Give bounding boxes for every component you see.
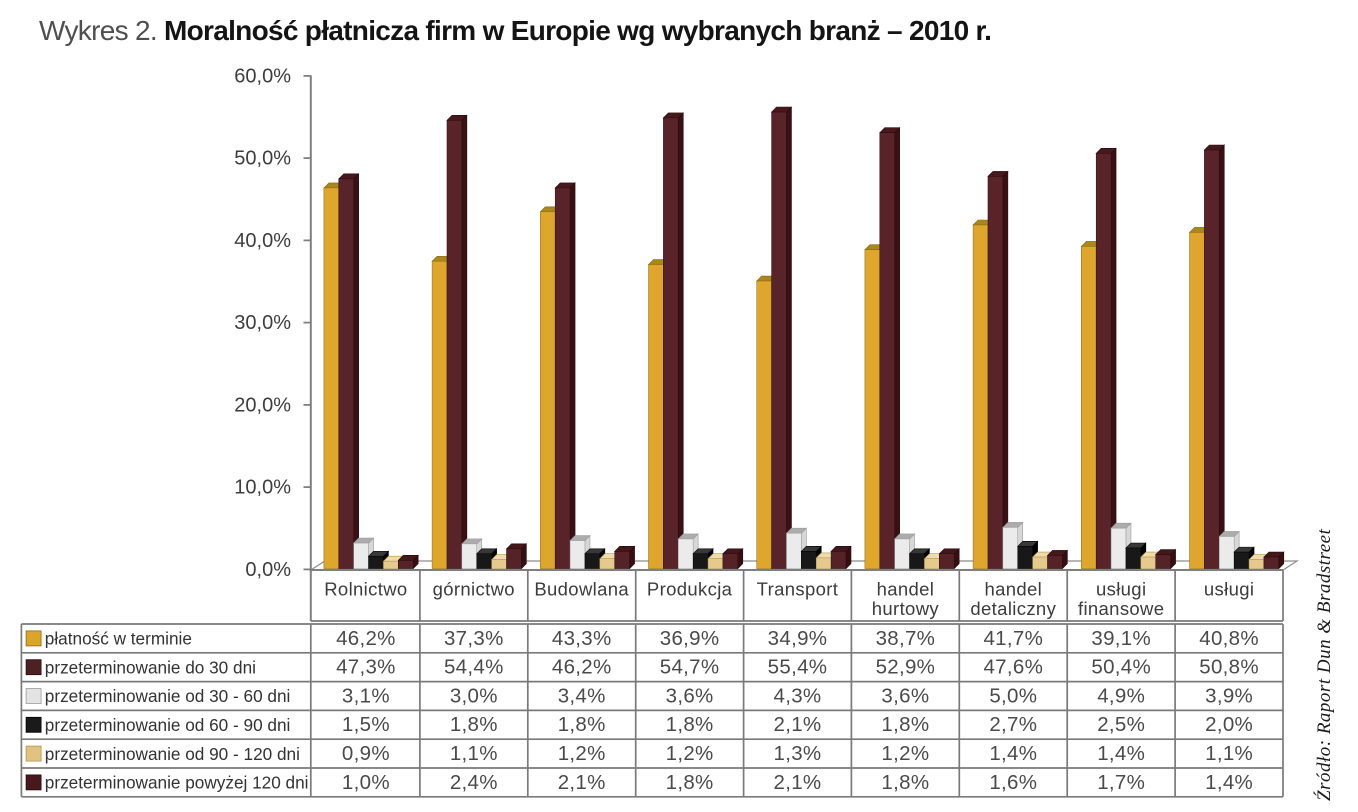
svg-text:1,8%: 1,8% bbox=[881, 713, 929, 736]
svg-text:3,4%: 3,4% bbox=[558, 684, 606, 707]
svg-text:0,9%: 0,9% bbox=[342, 742, 390, 765]
svg-text:1,4%: 1,4% bbox=[1205, 771, 1253, 794]
svg-text:1,5%: 1,5% bbox=[342, 713, 390, 736]
svg-text:Produkcja: Produkcja bbox=[647, 579, 733, 600]
svg-text:1,1%: 1,1% bbox=[450, 742, 498, 765]
svg-text:4,3%: 4,3% bbox=[774, 684, 822, 707]
svg-text:47,3%: 47,3% bbox=[336, 656, 396, 679]
svg-text:37,3%: 37,3% bbox=[444, 627, 504, 650]
svg-text:2,0%: 2,0% bbox=[1205, 713, 1253, 736]
svg-text:2,1%: 2,1% bbox=[774, 771, 822, 794]
svg-text:Wykres 2. Moralność płatnicza: Wykres 2. Moralność płatnicza firm w Eur… bbox=[39, 15, 991, 46]
svg-text:34,9%: 34,9% bbox=[768, 627, 828, 650]
svg-text:przeterminowanie powyżej 120 d: przeterminowanie powyżej 120 dni bbox=[45, 773, 309, 793]
svg-text:52,9%: 52,9% bbox=[876, 656, 936, 679]
svg-text:1,7%: 1,7% bbox=[1097, 771, 1145, 794]
svg-text:handel: handel bbox=[877, 579, 935, 600]
svg-text:5,0%: 5,0% bbox=[989, 684, 1037, 707]
svg-text:40,8%: 40,8% bbox=[1199, 627, 1259, 650]
svg-text:43,3%: 43,3% bbox=[552, 627, 612, 650]
svg-text:płatność w terminie: płatność w terminie bbox=[45, 629, 192, 649]
svg-text:1,2%: 1,2% bbox=[881, 742, 929, 765]
svg-text:2,1%: 2,1% bbox=[558, 771, 606, 794]
svg-text:0,0%: 0,0% bbox=[245, 559, 291, 581]
svg-text:2,5%: 2,5% bbox=[1097, 713, 1145, 736]
svg-text:46,2%: 46,2% bbox=[552, 656, 612, 679]
svg-text:Źródło: Raport Dun & Bradstree: Źródło: Raport Dun & Bradstreet bbox=[1313, 528, 1335, 801]
svg-text:3,0%: 3,0% bbox=[450, 684, 498, 707]
svg-text:usługi: usługi bbox=[1096, 579, 1146, 600]
svg-text:1,8%: 1,8% bbox=[666, 771, 714, 794]
svg-text:1,4%: 1,4% bbox=[1097, 742, 1145, 765]
svg-text:1,8%: 1,8% bbox=[881, 771, 929, 794]
svg-text:3,9%: 3,9% bbox=[1205, 684, 1253, 707]
svg-text:1,8%: 1,8% bbox=[450, 713, 498, 736]
svg-text:10,0%: 10,0% bbox=[234, 477, 291, 499]
svg-text:1,3%: 1,3% bbox=[774, 742, 822, 765]
svg-text:20,0%: 20,0% bbox=[234, 394, 291, 416]
svg-text:handel: handel bbox=[984, 579, 1042, 600]
svg-text:39,1%: 39,1% bbox=[1091, 627, 1151, 650]
svg-text:2,7%: 2,7% bbox=[989, 713, 1037, 736]
svg-text:detaliczny: detaliczny bbox=[970, 598, 1056, 619]
svg-text:46,2%: 46,2% bbox=[336, 627, 396, 650]
svg-text:36,9%: 36,9% bbox=[660, 627, 720, 650]
svg-text:przeterminowanie od 60 - 90 dn: przeterminowanie od 60 - 90 dni bbox=[45, 715, 291, 735]
svg-text:1,0%: 1,0% bbox=[342, 771, 390, 794]
svg-text:41,7%: 41,7% bbox=[983, 627, 1043, 650]
svg-text:Rolnictwo: Rolnictwo bbox=[324, 579, 407, 600]
svg-text:3,6%: 3,6% bbox=[666, 684, 714, 707]
svg-text:54,4%: 54,4% bbox=[444, 656, 504, 679]
svg-text:Budowlana: Budowlana bbox=[534, 579, 629, 600]
svg-text:1,4%: 1,4% bbox=[989, 742, 1037, 765]
svg-text:1,6%: 1,6% bbox=[989, 771, 1037, 794]
svg-text:Transport: Transport bbox=[757, 579, 839, 600]
svg-text:2,1%: 2,1% bbox=[774, 713, 822, 736]
svg-text:2,4%: 2,4% bbox=[450, 771, 498, 794]
svg-text:hurtowy: hurtowy bbox=[872, 598, 940, 619]
svg-text:1,8%: 1,8% bbox=[666, 713, 714, 736]
svg-text:60,0%: 60,0% bbox=[234, 65, 291, 87]
svg-text:55,4%: 55,4% bbox=[768, 656, 828, 679]
svg-text:47,6%: 47,6% bbox=[983, 656, 1043, 679]
svg-text:1,2%: 1,2% bbox=[558, 742, 606, 765]
svg-text:30,0%: 30,0% bbox=[234, 312, 291, 334]
svg-text:54,7%: 54,7% bbox=[660, 656, 720, 679]
svg-text:1,8%: 1,8% bbox=[558, 713, 606, 736]
svg-text:1,1%: 1,1% bbox=[1205, 742, 1253, 765]
svg-text:przeterminowanie do 30 dni: przeterminowanie do 30 dni bbox=[45, 657, 256, 677]
svg-text:przeterminowanie od 30 - 60 dn: przeterminowanie od 30 - 60 dni bbox=[45, 686, 291, 706]
svg-text:finansowe: finansowe bbox=[1078, 598, 1164, 619]
svg-text:przeterminowanie od 90 - 120 d: przeterminowanie od 90 - 120 dni bbox=[45, 744, 300, 764]
svg-text:4,9%: 4,9% bbox=[1097, 684, 1145, 707]
svg-text:1,2%: 1,2% bbox=[666, 742, 714, 765]
svg-text:górnictwo: górnictwo bbox=[433, 579, 515, 600]
svg-text:50,8%: 50,8% bbox=[1199, 656, 1259, 679]
svg-text:50,4%: 50,4% bbox=[1091, 656, 1151, 679]
svg-text:40,0%: 40,0% bbox=[234, 230, 291, 252]
svg-text:38,7%: 38,7% bbox=[876, 627, 936, 650]
svg-text:50,0%: 50,0% bbox=[234, 148, 291, 170]
svg-text:3,1%: 3,1% bbox=[342, 684, 390, 707]
svg-text:usługi: usługi bbox=[1204, 579, 1254, 600]
svg-text:3,6%: 3,6% bbox=[881, 684, 929, 707]
